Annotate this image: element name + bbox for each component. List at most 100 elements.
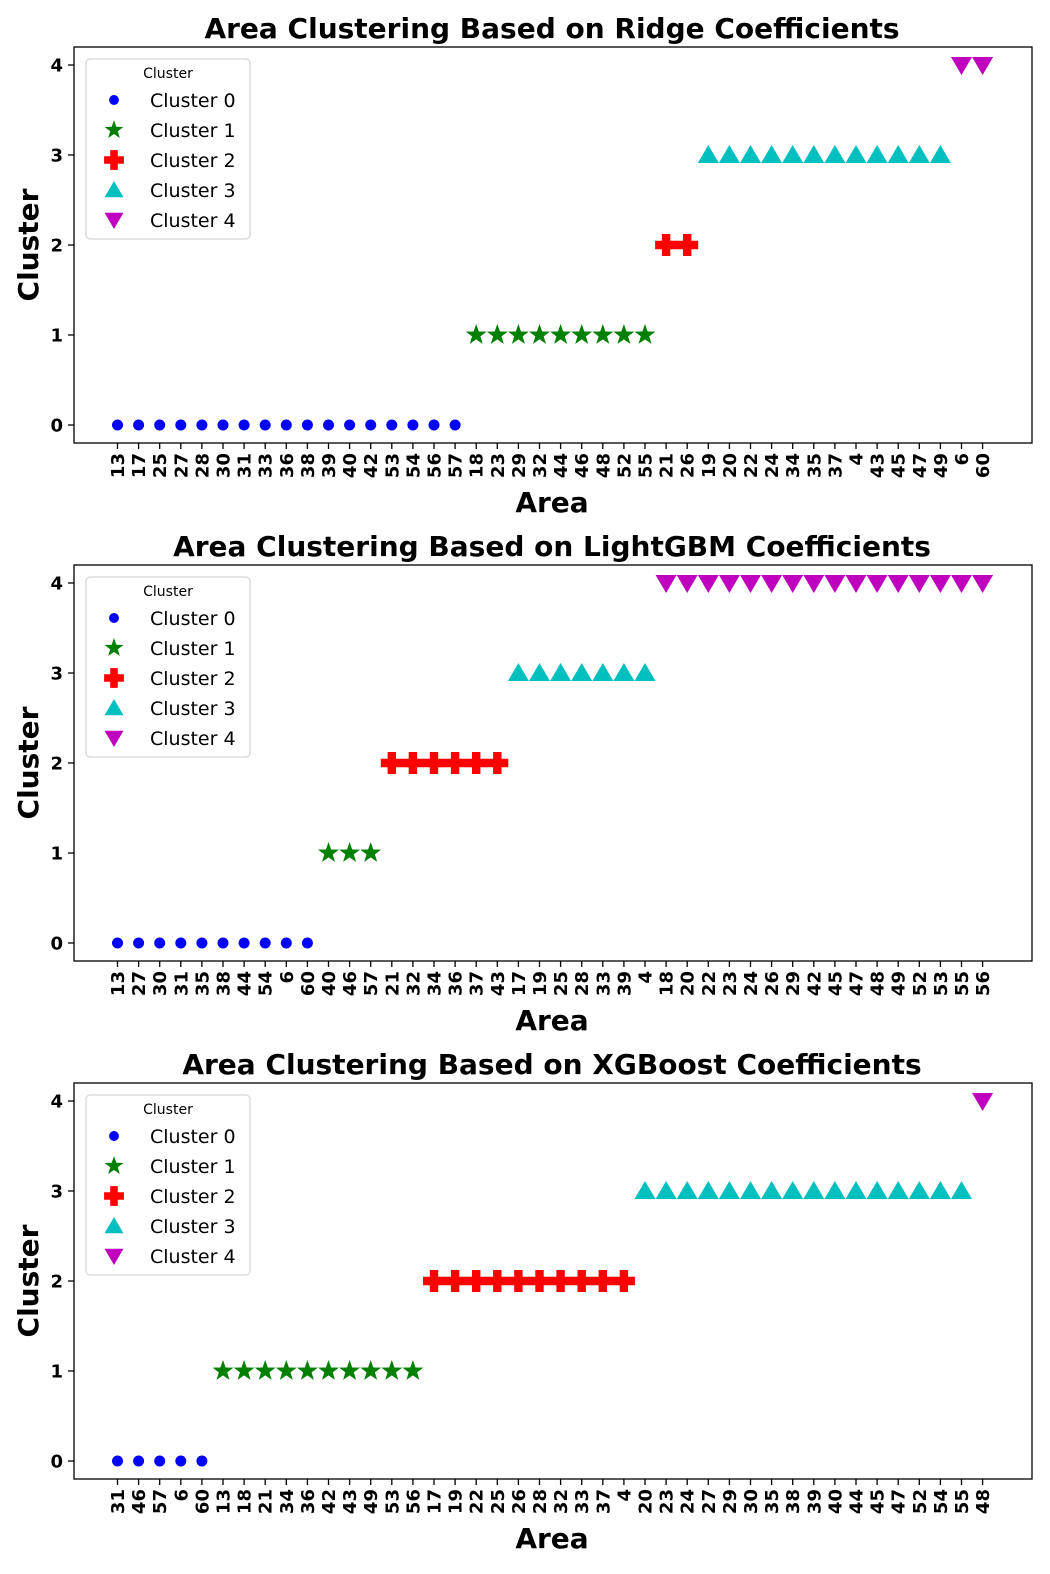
x-tick-label: 28 [192, 453, 213, 478]
data-point-cluster-0 [112, 1455, 123, 1467]
data-point-cluster-1 [507, 324, 529, 344]
x-tick-label: 35 [762, 1489, 783, 1514]
data-point-cluster-2 [507, 1270, 530, 1292]
x-tick-label: 20 [720, 453, 741, 478]
legend-box [85, 576, 251, 758]
x-tick-label: 30 [150, 971, 171, 996]
data-point-cluster-2 [380, 752, 403, 774]
data-point-cluster-3 [887, 145, 909, 163]
y-tick-label: 4 [50, 1092, 63, 1113]
data-point-cluster-3 [951, 1181, 972, 1199]
x-tick-label: 47 [889, 1489, 910, 1514]
data-point-cluster-1 [360, 842, 382, 862]
data-point-cluster-0 [217, 419, 229, 431]
data-point-cluster-2 [528, 1270, 551, 1292]
data-point-cluster-2 [465, 752, 488, 774]
data-point-cluster-0 [428, 419, 440, 431]
data-point-cluster-4 [929, 575, 951, 593]
x-tick-label: 42 [361, 453, 382, 478]
x-axis-label: Area [515, 1522, 588, 1555]
x-tick-label: 27 [171, 453, 192, 478]
data-point-cluster-2 [401, 752, 424, 774]
x-tick-label: 49 [361, 1489, 382, 1514]
data-point-cluster-2 [486, 1270, 509, 1292]
data-point-cluster-1 [550, 324, 572, 344]
x-tick-label: 44 [235, 971, 256, 996]
data-point-cluster-3 [824, 1181, 846, 1199]
legend-title: Cluster [143, 1102, 193, 1118]
x-tick-label: 29 [783, 971, 804, 996]
data-point-cluster-3 [634, 663, 656, 681]
x-tick-label: 24 [678, 1489, 699, 1514]
x-tick-label: 34 [277, 1489, 298, 1514]
data-point-cluster-1 [571, 324, 593, 344]
data-point-cluster-3 [908, 145, 930, 163]
legend-marker-1 [104, 1156, 124, 1175]
y-tick-label: 0 [50, 934, 63, 955]
legend-marker-4 [104, 730, 124, 747]
x-tick-label: 25 [551, 971, 572, 996]
x-tick-label: 56 [973, 971, 994, 996]
legend-label-1: Cluster 1 [150, 1156, 236, 1178]
data-point-cluster-1 [613, 324, 635, 344]
x-tick-label: 47 [847, 971, 868, 996]
data-point-cluster-0 [154, 937, 166, 949]
data-point-cluster-4 [718, 575, 740, 593]
legend-marker-1 [104, 638, 124, 657]
x-tick-label: 39 [804, 1489, 825, 1514]
x-tick-label: 19 [446, 1489, 467, 1514]
data-point-cluster-3 [929, 1181, 951, 1199]
data-point-cluster-3 [803, 1181, 825, 1199]
data-point-cluster-1 [296, 1360, 318, 1380]
chart-title: Area Clustering Based on LightGBM Coeffi… [173, 530, 931, 563]
y-tick-label: 1 [50, 844, 63, 865]
data-point-cluster-1 [360, 1360, 382, 1380]
data-point-cluster-0 [344, 419, 356, 431]
data-point-cluster-3 [655, 1181, 677, 1199]
data-point-cluster-0 [133, 419, 145, 431]
x-tick-label: 36 [298, 1489, 319, 1514]
x-tick-label: 53 [382, 453, 403, 478]
data-point-cluster-3 [887, 1181, 909, 1199]
data-point-cluster-0 [238, 419, 250, 431]
data-point-cluster-3 [761, 145, 783, 163]
x-tick-label: 55 [952, 1489, 973, 1514]
data-point-cluster-3 [866, 145, 888, 163]
data-point-cluster-0 [449, 419, 461, 431]
x-tick-label: 35 [192, 971, 213, 996]
x-tick-label: 43 [868, 453, 889, 478]
data-point-cluster-0 [259, 419, 271, 431]
data-point-cluster-3 [718, 145, 740, 163]
x-tick-label: 4 [614, 1489, 635, 1502]
data-point-cluster-2 [444, 1270, 467, 1292]
data-point-cluster-0 [175, 1455, 187, 1467]
legend-label-0: Cluster 0 [150, 608, 236, 630]
y-tick-label: 3 [50, 664, 63, 685]
x-tick-label: 52 [910, 1489, 931, 1514]
legend-title: Cluster [143, 66, 193, 82]
legend-marker-0 [109, 1131, 119, 1141]
x-tick-label: 21 [657, 453, 678, 478]
x-tick-label: 18 [657, 971, 678, 996]
legend-marker-3 [104, 1217, 124, 1234]
x-tick-label: 23 [720, 971, 741, 996]
x-tick-label: 53 [931, 971, 952, 996]
legend-marker-3 [104, 181, 124, 198]
x-tick-label: 33 [593, 971, 614, 996]
legend-label-4: Cluster 4 [150, 1246, 236, 1268]
x-tick-label: 46 [129, 1489, 150, 1514]
x-tick-label: 60 [192, 1489, 213, 1514]
data-point-cluster-2 [486, 752, 509, 774]
x-tick-label: 57 [150, 1489, 171, 1514]
x-tick-label: 17 [129, 453, 150, 478]
data-point-cluster-0 [238, 937, 250, 949]
legend-marker-2 [104, 668, 124, 688]
data-point-cluster-4 [845, 575, 867, 593]
x-tick-label: 34 [425, 971, 446, 996]
legend-label-2: Cluster 2 [150, 668, 236, 690]
legend-label-3: Cluster 3 [150, 1216, 236, 1238]
y-tick-label: 1 [50, 326, 63, 347]
x-tick-label: 33 [572, 1489, 593, 1514]
x-tick-label: 54 [403, 453, 424, 478]
